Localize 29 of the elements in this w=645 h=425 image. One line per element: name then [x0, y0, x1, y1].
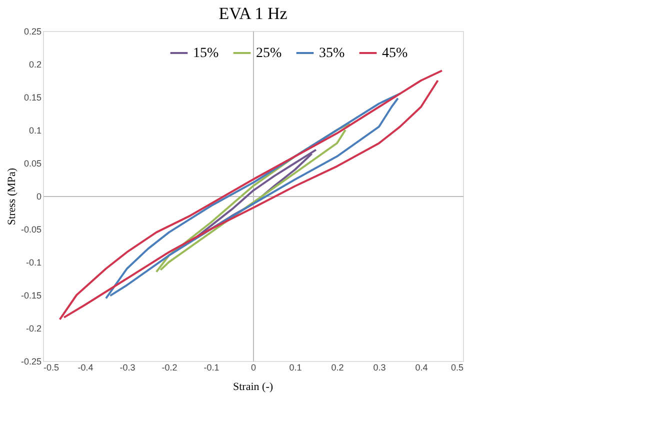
y-tick-label: 0	[36, 192, 42, 202]
x-tick-label: 0.3	[373, 362, 386, 372]
x-tick-label: 0.1	[289, 362, 302, 372]
legend-label: 25%	[256, 46, 282, 61]
y-tick-label: -0.2	[26, 324, 42, 334]
y-tick-label: 0.05	[24, 158, 42, 168]
x-tick-label: 0.2	[331, 362, 344, 372]
x-axis-title: Strain (-)	[232, 381, 274, 393]
x-tick-label: -0.5	[44, 362, 60, 372]
y-tick-label: -0.25	[20, 356, 42, 366]
chart-title: EVA 1 Hz	[218, 4, 288, 23]
x-tick-label: 0.4	[415, 362, 428, 372]
x-tick-label: -0.2	[162, 362, 178, 372]
y-tick-label: 0.1	[28, 126, 42, 136]
x-tick-label: -0.3	[120, 362, 136, 372]
x-tick-label: 0	[250, 362, 256, 372]
y-tick-label: -0.05	[20, 224, 42, 234]
y-axis-title: Stress (MPa)	[6, 168, 18, 226]
y-tick-label: 0.2	[28, 60, 42, 70]
legend-label: 15%	[193, 46, 219, 61]
y-tick-label: 0.25	[24, 26, 42, 36]
y-tick-label: -0.15	[20, 290, 42, 300]
x-tick-label: -0.1	[204, 362, 220, 372]
y-tick-label: 0.15	[24, 92, 42, 102]
y-tick-label: -0.1	[26, 258, 42, 268]
legend-label: 45%	[382, 46, 408, 61]
legend-label: 35%	[319, 46, 345, 61]
x-tick-label: 0.5	[450, 362, 464, 372]
x-tick-label: -0.4	[78, 362, 94, 372]
